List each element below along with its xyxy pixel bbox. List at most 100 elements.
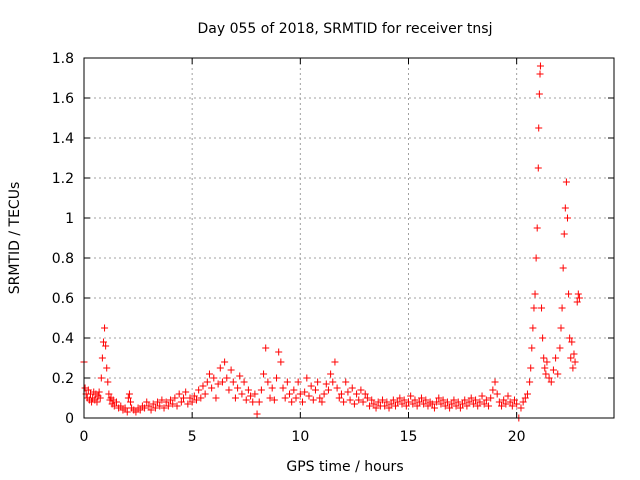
data-point: [476, 398, 484, 406]
data-point: [506, 398, 514, 406]
data-point: [538, 304, 546, 312]
data-point: [570, 350, 578, 358]
data-point: [337, 390, 345, 398]
data-point: [127, 398, 135, 406]
data-point: [396, 394, 404, 402]
data-point: [531, 290, 539, 298]
data-point: [253, 410, 261, 418]
data-point: [565, 290, 573, 298]
data-point: [448, 400, 456, 408]
x-tick-label: 20: [508, 429, 526, 445]
data-point: [350, 400, 358, 408]
data-point: [404, 398, 412, 406]
data-point: [95, 388, 103, 396]
data-point: [530, 304, 538, 312]
data-point: [84, 386, 92, 394]
x-tick-label: 15: [400, 429, 418, 445]
data-point: [279, 384, 287, 392]
data-point: [225, 386, 233, 394]
data-point: [439, 396, 447, 404]
data-point: [307, 382, 315, 390]
data-point: [97, 374, 105, 382]
data-point: [385, 404, 393, 412]
data-point: [400, 396, 408, 404]
data-point: [381, 402, 389, 410]
data-point: [346, 396, 354, 404]
data-point: [528, 344, 536, 352]
data-point: [314, 378, 322, 386]
data-point: [454, 398, 462, 406]
data-point: [322, 380, 330, 388]
data-point: [560, 230, 568, 238]
data-point: [236, 372, 244, 380]
data-point: [264, 378, 272, 386]
data-point: [398, 400, 406, 408]
data-point: [112, 398, 120, 406]
data-point: [98, 354, 106, 362]
data-point: [203, 378, 211, 386]
data-point: [502, 400, 510, 408]
y-tick-labels: 0 0.2 0.4 0.6 0.8 1 1.2 1.4 1.6 1.8: [52, 51, 74, 427]
data-point: [428, 400, 436, 408]
data-point: [547, 378, 555, 386]
data-point: [422, 396, 430, 404]
data-point: [136, 406, 144, 414]
y-tick-label: 1.4: [52, 131, 74, 147]
data-point: [463, 402, 471, 410]
data-point: [275, 348, 283, 356]
data-point: [143, 398, 151, 406]
data-point: [125, 390, 133, 398]
data-point: [521, 394, 529, 402]
data-point: [277, 358, 285, 366]
data-point: [559, 264, 567, 272]
data-point: [186, 394, 194, 402]
data-point: [270, 396, 278, 404]
data-point: [216, 364, 224, 372]
data-point: [292, 394, 300, 402]
data-point: [353, 390, 361, 398]
data-point: [266, 394, 274, 402]
data-point: [539, 334, 547, 342]
data-point: [257, 386, 265, 394]
data-point: [355, 396, 363, 404]
data-point: [573, 298, 581, 306]
data-point: [383, 398, 391, 406]
data-point: [532, 254, 540, 262]
data-point: [301, 388, 309, 396]
data-point: [188, 398, 196, 406]
data-point: [247, 392, 255, 400]
data-point: [372, 404, 380, 412]
data-point: [420, 400, 428, 408]
data-point: [205, 370, 213, 378]
data-point: [489, 386, 497, 394]
data-point: [162, 398, 170, 406]
data-point: [105, 390, 113, 398]
data-point: [173, 402, 181, 410]
data-point: [392, 402, 400, 410]
plot-frame: [83, 57, 615, 419]
data-point: [389, 396, 397, 404]
data-point: [552, 354, 560, 362]
data-point: [212, 394, 220, 402]
data-point: [190, 392, 198, 400]
data-point: [533, 224, 541, 232]
data-point: [519, 398, 527, 406]
data-point: [221, 358, 229, 366]
data-point: [450, 396, 458, 404]
data-point: [344, 388, 352, 396]
data-point: [192, 396, 200, 404]
data-point: [281, 394, 289, 402]
data-point: [368, 396, 376, 404]
y-tick-label: 1.6: [52, 91, 74, 107]
data-point: [244, 386, 252, 394]
data-point: [231, 394, 239, 402]
data-point: [329, 378, 337, 386]
data-point: [459, 400, 467, 408]
data-point: [568, 338, 576, 346]
data-point: [303, 374, 311, 382]
data-point: [491, 378, 499, 386]
data-point: [273, 374, 281, 382]
data-point: [542, 370, 550, 378]
data-point: [171, 394, 179, 402]
y-tick-label: 1.2: [52, 171, 74, 187]
